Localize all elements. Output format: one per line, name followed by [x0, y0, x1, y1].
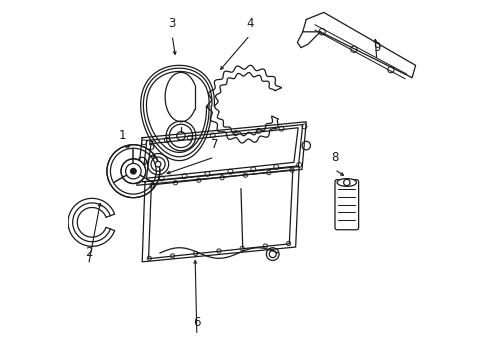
Text: 2: 2: [84, 246, 92, 259]
Circle shape: [343, 179, 349, 186]
Text: 1: 1: [119, 129, 126, 143]
FancyBboxPatch shape: [334, 180, 358, 230]
Circle shape: [121, 159, 145, 184]
Text: 7: 7: [210, 138, 218, 151]
Text: 6: 6: [193, 316, 200, 329]
Text: 4: 4: [245, 17, 253, 30]
Text: 9: 9: [372, 41, 380, 54]
Ellipse shape: [336, 179, 356, 186]
Text: 3: 3: [168, 17, 176, 30]
Circle shape: [130, 168, 136, 174]
Text: 8: 8: [330, 150, 338, 163]
Circle shape: [155, 161, 161, 167]
Text: 5: 5: [147, 140, 154, 153]
Circle shape: [107, 145, 160, 198]
